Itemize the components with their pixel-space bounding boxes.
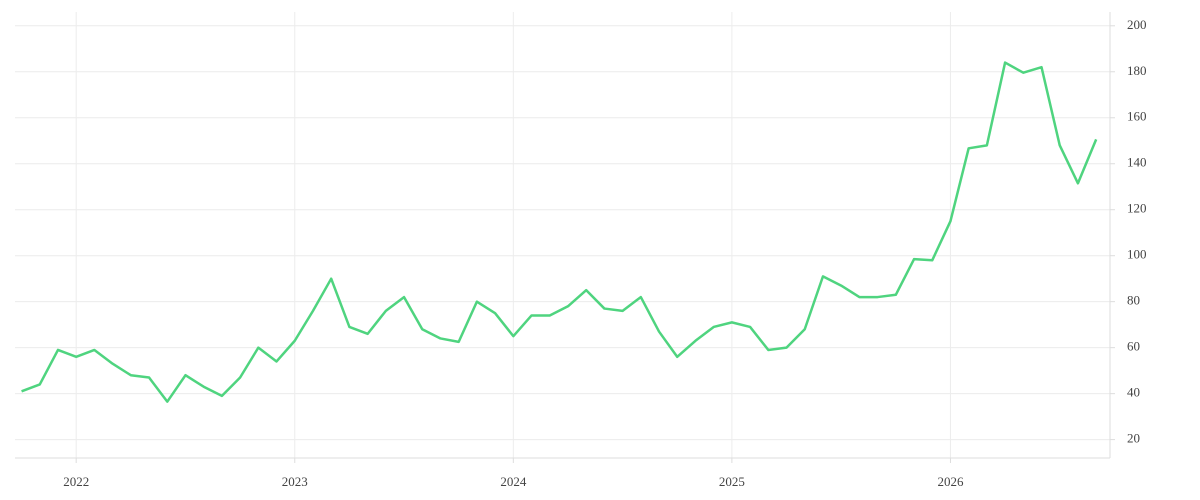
x-tick-label: 2026	[937, 474, 964, 489]
x-tick-label: 2022	[63, 474, 89, 489]
y-tick-label: 160	[1127, 109, 1147, 124]
y-tick-label: 200	[1127, 17, 1147, 32]
x-tick-label: 2023	[282, 474, 308, 489]
y-tick-label: 20	[1127, 431, 1140, 446]
line	[21, 61, 1098, 403]
y-tick-label: 180	[1127, 63, 1147, 78]
y-tick-label: 120	[1127, 201, 1147, 216]
y-tick-label: 40	[1127, 385, 1140, 400]
y-tick-label: 60	[1127, 339, 1140, 354]
y-tick-label: 80	[1127, 293, 1140, 308]
x-tick-label: 2024	[500, 474, 527, 489]
x-tick-label: 2025	[719, 474, 745, 489]
y-tick-label: 140	[1127, 155, 1147, 170]
y-tick-label: 100	[1127, 247, 1147, 262]
